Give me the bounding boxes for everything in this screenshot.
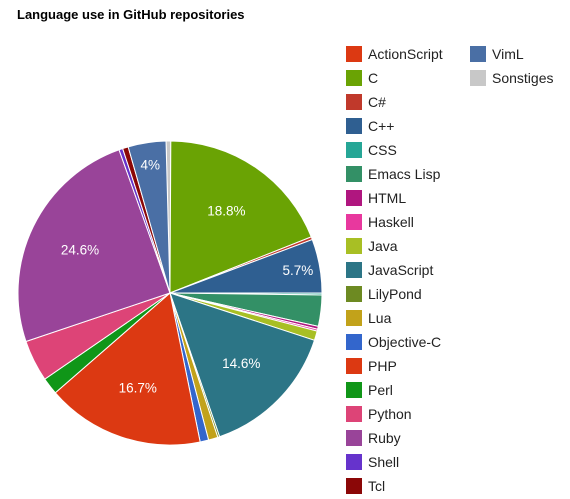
slice-label: 16.7% <box>119 381 157 396</box>
legend-label: C++ <box>368 118 395 134</box>
pie-slice-c <box>169 140 312 294</box>
slice-label: 14.6% <box>222 356 260 371</box>
legend-swatch <box>470 46 486 62</box>
legend-swatch <box>346 286 362 302</box>
pie-slice-viml <box>127 140 171 294</box>
legend-swatch <box>346 214 362 230</box>
legend-swatch <box>346 406 362 422</box>
legend-label: Perl <box>368 382 393 398</box>
legend-swatch <box>346 94 362 110</box>
legend-label: Lua <box>368 310 392 326</box>
legend-item: ActionScript <box>346 46 443 62</box>
legend-swatch <box>346 430 362 446</box>
legend-label: Objective-C <box>368 334 442 350</box>
pie-slice-javascript <box>169 292 316 438</box>
legend-swatch <box>346 166 362 182</box>
legend-item: Perl <box>346 382 393 398</box>
legend-label: ActionScript <box>368 46 443 62</box>
legend-label: PHP <box>368 358 397 374</box>
legend-item: Ruby <box>346 430 401 446</box>
slice-label: 4% <box>141 158 161 173</box>
legend-item: C++ <box>346 118 394 134</box>
legend-label: Sonstiges <box>492 70 554 86</box>
legend-swatch <box>346 310 362 326</box>
chart-title: Language use in GitHub repositories <box>17 7 245 22</box>
legend-item: Shell <box>346 454 399 470</box>
legend-label: Ruby <box>368 430 401 446</box>
legend-label: Shell <box>368 454 400 470</box>
legend-swatch <box>346 382 362 398</box>
legend-label: Python <box>368 406 412 422</box>
legend-item: C <box>346 70 378 86</box>
legend-item: JavaScript <box>346 262 433 278</box>
legend-label: Java <box>368 238 398 254</box>
legend-swatch <box>346 46 362 62</box>
slice-label: 24.6% <box>61 242 99 257</box>
legend-item: Python <box>346 406 412 422</box>
legend-item: CSS <box>346 142 397 158</box>
legend-label: LilyPond <box>368 286 422 302</box>
legend-label: JavaScript <box>368 262 434 278</box>
legend-label: C# <box>368 94 386 110</box>
legend-label: C <box>368 70 379 86</box>
legend-swatch <box>346 358 362 374</box>
legend-swatch <box>346 478 362 494</box>
legend-item: Tcl <box>346 478 385 494</box>
legend-swatch <box>346 238 362 254</box>
pie-slice-ruby <box>17 149 171 343</box>
legend-swatch <box>346 334 362 350</box>
legend-item: Objective-C <box>346 334 441 350</box>
legend-item: LilyPond <box>346 286 422 302</box>
legend-swatch <box>346 454 362 470</box>
legend-swatch <box>346 262 362 278</box>
pie-slice-php <box>54 292 201 446</box>
legend-item: Haskell <box>346 214 414 230</box>
legend-swatch <box>470 70 486 86</box>
legend-item: VimL <box>470 46 524 62</box>
legend-item: Lua <box>346 310 391 326</box>
legend-label: Emacs Lisp <box>368 166 441 182</box>
legend-swatch <box>346 70 362 86</box>
legend-item: PHP <box>346 358 397 374</box>
slice-label: 18.8% <box>207 203 245 218</box>
legend-label: Haskell <box>368 214 414 230</box>
legend-item: HTML <box>346 190 406 206</box>
legend-item: C# <box>346 94 386 110</box>
legend-label: VimL <box>492 46 524 62</box>
slice-label: 5.7% <box>283 263 314 278</box>
legend-label: CSS <box>368 142 397 158</box>
legend-item: Java <box>346 238 398 254</box>
legend-swatch <box>346 190 362 206</box>
legend-label: HTML <box>368 190 407 206</box>
legend-label: Tcl <box>368 478 386 494</box>
legend-item: Emacs Lisp <box>346 166 440 182</box>
legend-swatch <box>346 142 362 158</box>
legend-item: Sonstiges <box>470 70 553 86</box>
legend-swatch <box>346 118 362 134</box>
